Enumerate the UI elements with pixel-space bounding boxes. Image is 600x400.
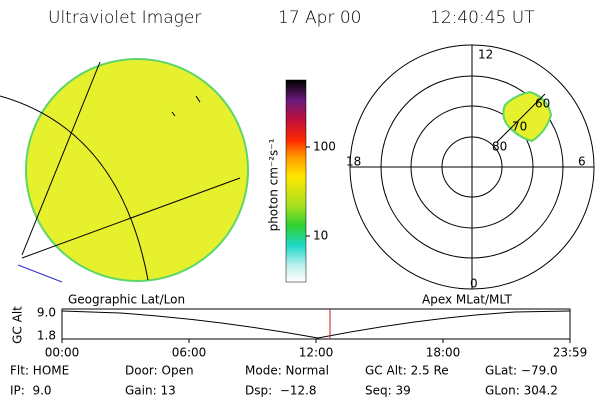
status-field: Dsp: −12.8 (245, 384, 317, 398)
status-field: GLon: 304.2 (485, 384, 558, 398)
mlt-label: 6 (578, 155, 586, 169)
x-tick-label: 06:00 (172, 346, 207, 360)
status-field: Flt: HOME (10, 364, 69, 378)
x-tick-label: 18:00 (426, 346, 461, 360)
x-tick-label: 00:00 (45, 346, 80, 360)
status-field: GLat: −79.0 (485, 364, 558, 378)
y-label: GC Alt (11, 306, 25, 344)
uv-image (0, 58, 249, 283)
colorbar (285, 79, 307, 283)
y-tick-label: 9.0 (37, 306, 56, 320)
date: 17 Apr 00 (278, 8, 361, 28)
plot-right-title: Apex MLat/MLT (422, 293, 512, 307)
polar-plot (349, 44, 595, 290)
colorbar-tick: 100 (313, 140, 336, 154)
colorbar-label: photon cm⁻²s⁻¹ (267, 138, 281, 231)
mlt-label: 0 (470, 277, 478, 291)
status-field: Door: Open (125, 364, 194, 378)
instrument: Ultraviolet Imager (48, 8, 201, 28)
mlat-label: 70 (512, 120, 527, 134)
x-tick-label: 12:00 (299, 346, 334, 360)
time: 12:40:45 UT (430, 8, 535, 28)
status-field: Seq: 39 (365, 384, 411, 398)
mlt-label: 12 (478, 48, 493, 62)
x-tick-label: 23:59 (553, 346, 588, 360)
status-field: IP: 9.0 (10, 384, 52, 398)
status-field: Gain: 13 (125, 384, 176, 398)
status-field: Mode: Normal (245, 364, 329, 378)
mlat-label: 80 (492, 140, 507, 154)
y-tick-label: 1.8 (37, 329, 56, 343)
colorbar-tick: 10 (313, 229, 328, 243)
plot-left-title: Geographic Lat/Lon (68, 293, 185, 307)
altitude-plot (61, 308, 571, 340)
status-field: GC Alt: 2.5 Re (365, 364, 449, 378)
mlat-label: 60 (535, 97, 550, 111)
mlt-label: 18 (346, 155, 361, 169)
